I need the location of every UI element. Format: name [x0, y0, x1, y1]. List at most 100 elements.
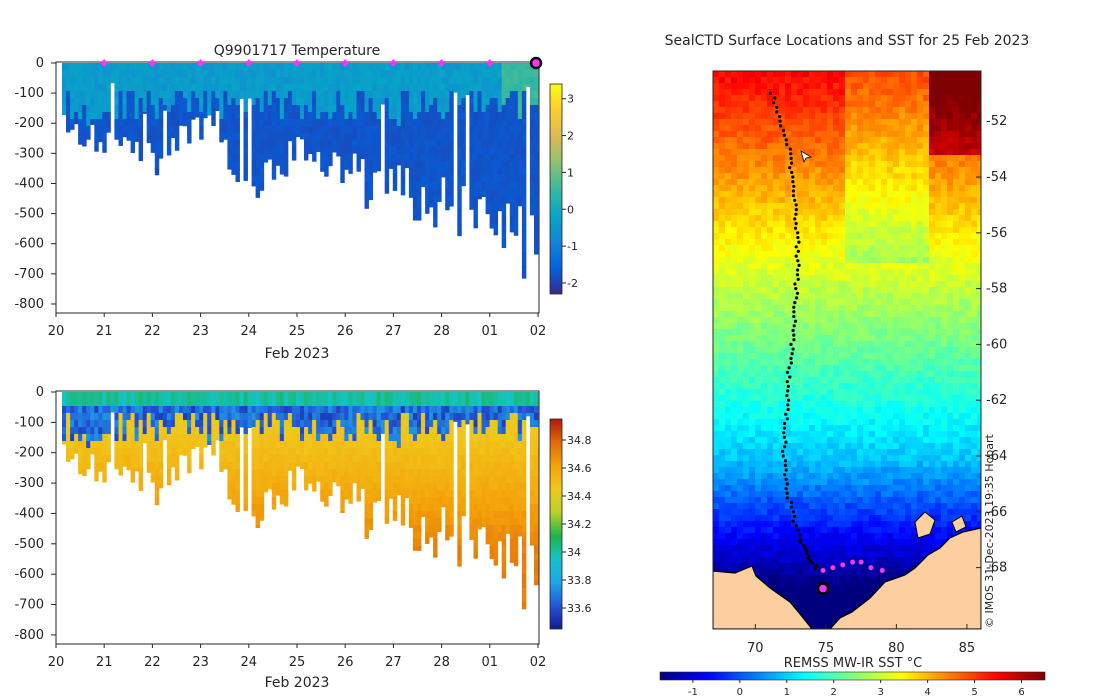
salinity-cell: [211, 399, 216, 407]
sst-cell: [953, 113, 960, 120]
sst-cell: [761, 185, 768, 192]
temperature-cell: [441, 168, 446, 176]
salinity-cell: [497, 427, 503, 435]
sst-cell: [773, 119, 780, 126]
salinity-cell: [110, 392, 115, 400]
salinity-cell: [235, 497, 240, 505]
salinity-cell: [336, 399, 341, 407]
salinity-cell: [352, 420, 357, 428]
sst-cell: [827, 185, 834, 192]
temperature-cell: [534, 84, 539, 92]
temperature-cell: [98, 98, 103, 106]
temperature-cell: [529, 105, 535, 113]
sst-cell: [899, 107, 906, 114]
temperature-cell: [352, 77, 357, 85]
sst-cell: [755, 155, 762, 162]
sst-cell: [731, 107, 738, 114]
sst-cell: [911, 215, 918, 222]
temperature-x-tick-label: 01: [482, 324, 499, 339]
temperature-cell: [300, 84, 305, 92]
salinity-cell: [336, 427, 341, 435]
sst-cell: [821, 89, 828, 96]
salinity-cell: [150, 406, 156, 414]
sst-cell: [857, 233, 864, 240]
sst-cell: [845, 71, 852, 78]
salinity-cell: [187, 392, 192, 400]
sst-cell: [779, 119, 786, 126]
temperature-cell: [477, 133, 482, 141]
sst-cell: [713, 197, 720, 204]
salinity-cell: [304, 413, 309, 421]
salinity-cell: [102, 413, 107, 421]
temperature-cell: [421, 77, 426, 85]
sst-cell: [965, 119, 972, 126]
salinity-cell: [376, 441, 382, 449]
salinity-cell: [505, 532, 511, 534]
salinity-cell: [166, 399, 172, 407]
sst-cell: [977, 137, 981, 144]
temperature-cell: [356, 147, 361, 155]
sst-cell: [851, 143, 858, 150]
salinity-cell: [283, 455, 289, 463]
salinity-cell: [425, 406, 430, 414]
temperature-y-tick-label: -800: [14, 297, 44, 312]
sst-cell: [731, 89, 738, 96]
salinity-cell: [304, 441, 309, 449]
temperature-cell: [324, 147, 329, 155]
sst-cell: [887, 83, 894, 90]
sst-cell: [767, 173, 774, 180]
salinity-cell: [392, 497, 398, 505]
salinity-cell: [513, 413, 519, 421]
salinity-cell: [243, 497, 248, 505]
salinity-cell: [170, 455, 176, 463]
temperature-cell: [86, 91, 91, 99]
salinity-cell: [283, 392, 289, 400]
temperature-cell: [509, 77, 515, 85]
sst-cell: [905, 209, 912, 216]
salinity-cell: [481, 392, 486, 400]
salinity-cell: [517, 406, 523, 414]
temperature-cell: [312, 70, 317, 78]
temperature-cell: [513, 210, 519, 218]
sst-cell: [935, 185, 942, 192]
salinity-cell: [158, 483, 164, 489]
salinity-cell: [166, 462, 172, 470]
salinity-cell: [344, 427, 349, 435]
temperature-cell: [122, 98, 127, 106]
salinity-cell: [445, 497, 450, 505]
temperature-cell: [348, 70, 353, 78]
salinity-cell: [521, 490, 527, 498]
salinity-cell: [388, 427, 394, 435]
salinity-cell: [489, 455, 495, 463]
temperature-cell: [287, 70, 293, 78]
sst-cell: [743, 167, 750, 174]
sst-cell: [773, 131, 780, 138]
temperature-cell: [118, 133, 123, 141]
sst-cell: [791, 203, 798, 210]
temperature-cell: [263, 70, 269, 78]
colorbar-tick-label: -1: [567, 240, 578, 253]
temperature-cell: [534, 196, 539, 204]
salinity-cell: [501, 469, 507, 477]
sst-cell: [881, 119, 888, 126]
salinity-cell: [473, 532, 478, 540]
sst-cell: [869, 77, 876, 84]
salinity-cell: [461, 483, 466, 491]
salinity-cell: [493, 539, 499, 547]
temperature-cell: [525, 63, 531, 71]
sst-cell: [923, 173, 930, 180]
temperature-cell: [412, 210, 418, 218]
sst-cell: [761, 71, 768, 78]
sst-cell: [845, 125, 852, 132]
salinity-cell: [166, 455, 172, 463]
temperature-cell: [404, 147, 410, 155]
sst-cell: [977, 197, 981, 204]
sst-cell: [737, 233, 744, 240]
temperature-cell: [493, 182, 499, 190]
temperature-cell: [412, 91, 418, 99]
temperature-cell: [356, 112, 361, 120]
salinity-cell: [408, 399, 414, 407]
salinity-cell: [485, 483, 491, 491]
temperature-cell: [473, 105, 478, 113]
sst-cell: [773, 197, 780, 204]
